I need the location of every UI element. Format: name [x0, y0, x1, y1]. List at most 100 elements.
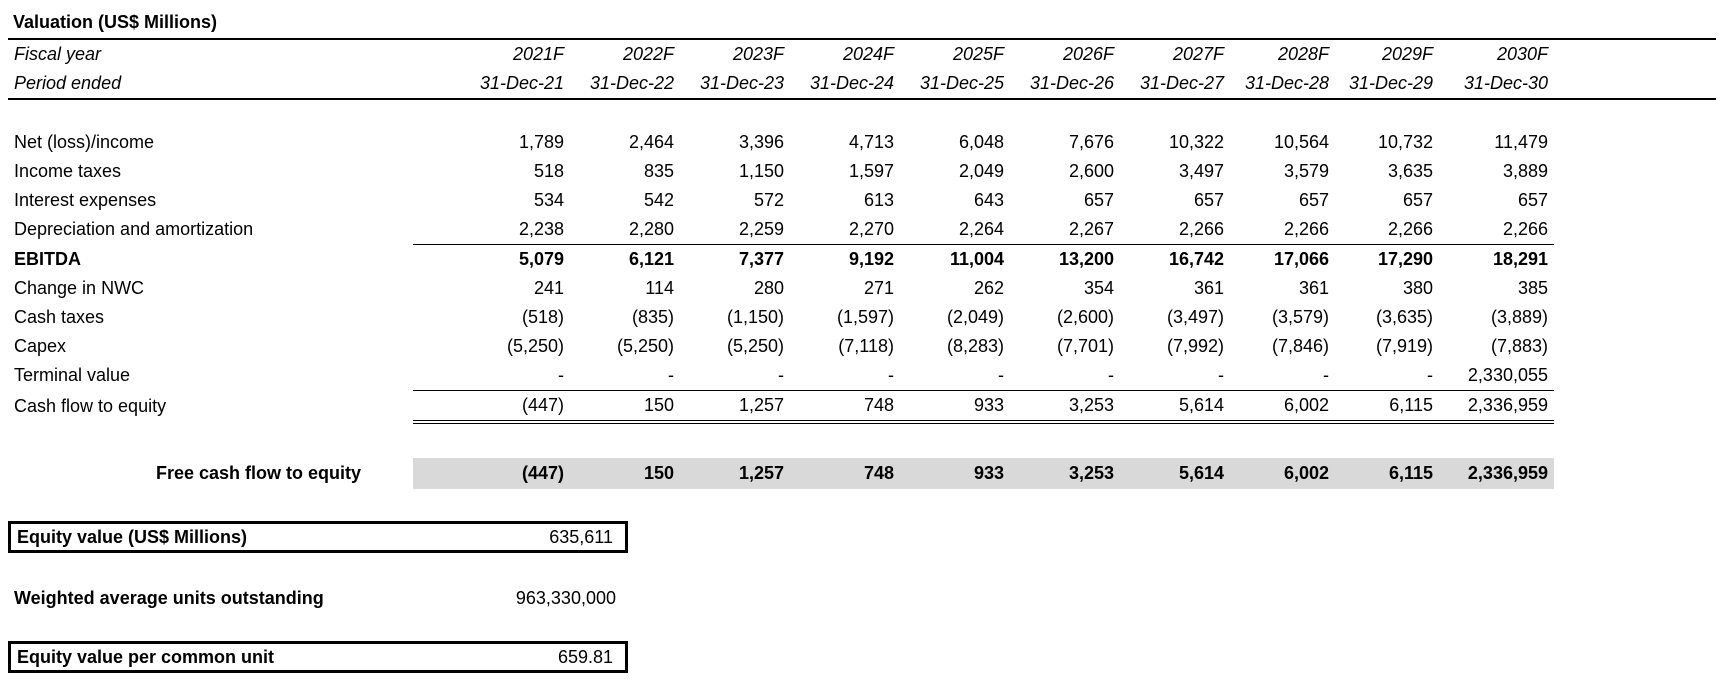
- cell-value: [1010, 98, 1120, 128]
- cash-taxes-row: Cash taxes (518) (835) (1,150) (1,597) (2,049…: [8, 303, 1554, 332]
- net-income-row: Net (loss)/income 1,789 2,464 3,396 4,713 6,0…: [8, 128, 1554, 157]
- cell-value: 2,600: [1068, 161, 1114, 181]
- cell-value: 2,330,055: [1467, 365, 1548, 385]
- cell-value: 1,597: [848, 161, 894, 181]
- fiscal-year-row: Fiscal year 2021F 2022F 2023F 2024F 2025F 2026…: [8, 40, 1554, 69]
- cell-value: 3,889: [1502, 161, 1548, 181]
- cell-value: 2,266: [1283, 219, 1329, 239]
- cell-value: 31-Dec-21: [479, 73, 564, 93]
- cell-value: [900, 98, 1010, 128]
- cell-value: 7,377: [680, 244, 790, 274]
- cell-value: -: [1218, 365, 1224, 385]
- cell-value: 11,004: [900, 244, 1010, 274]
- free-cash-flow-row: Free cash flow to equity (447) 150 1,257 748…: [8, 458, 1554, 489]
- cell-value: 2021F: [512, 44, 564, 64]
- units-label: Weighted average units outstanding: [14, 588, 324, 608]
- cell-value: 3,497: [1178, 161, 1224, 181]
- nwc-row: Change in NWC 241 114 280 271 262 354 361 361 380…: [8, 274, 1554, 303]
- cell-value: 6,115: [1335, 390, 1439, 424]
- cell-value: 380: [1402, 278, 1433, 298]
- cell-value: 657: [1402, 190, 1433, 210]
- cell-value: 31-Dec-26: [1029, 73, 1114, 93]
- row-label: Free cash flow to equity: [155, 463, 361, 483]
- cell-value: (3,497): [1166, 307, 1224, 327]
- cell-value: 1,789: [518, 132, 564, 152]
- cell-value: [1120, 98, 1230, 128]
- cell-value: 933: [900, 458, 1010, 489]
- income-taxes-row: Income taxes 518 835 1,150 1,597 2,049 2,600 3,…: [8, 157, 1554, 186]
- cell-value: (447): [413, 390, 570, 424]
- row-label: Change in NWC: [14, 278, 145, 298]
- row-label: Cash flow to equity: [14, 395, 167, 416]
- cell-value: 3,635: [1387, 161, 1433, 181]
- capex-row: Capex (5,250) (5,250) (5,250) (7,118) (8,283)…: [8, 332, 1554, 361]
- cell-value: 2028F: [1277, 44, 1329, 64]
- cell-value: 31-Dec-23: [699, 73, 784, 93]
- cell-value: [1335, 98, 1439, 128]
- cell-value: 6,002: [1230, 390, 1335, 424]
- cell-value: [1335, 422, 1439, 458]
- cell-value: 2027F: [1172, 44, 1224, 64]
- row-label: Depreciation and amortization: [14, 219, 254, 240]
- equity-value: 635,611: [549, 527, 613, 547]
- cell-value: 17,290: [1335, 244, 1439, 274]
- cell-value: 13,200: [1010, 244, 1120, 274]
- cell-value: 2,266: [1178, 219, 1224, 239]
- cell-value: 6,048: [958, 132, 1004, 152]
- interest-row: Interest expenses 534 542 572 613 643 657 657 65…: [8, 186, 1554, 215]
- cell-value: 2,270: [848, 219, 894, 239]
- cell-value: (7,846): [1271, 336, 1329, 356]
- valuation-table: Fiscal year 2021F 2022F 2023F 2024F 2025F 2026…: [8, 40, 1554, 489]
- cell-value: 2030F: [1496, 44, 1548, 64]
- cell-value: 5,614: [1120, 458, 1230, 489]
- cell-value: [413, 98, 570, 128]
- cell-value: [680, 98, 790, 128]
- cell-value: 6,002: [1230, 458, 1335, 489]
- row-label: Interest expenses: [14, 190, 157, 210]
- cell-value: 150: [570, 390, 680, 424]
- units-value: 963,330,000: [515, 588, 616, 608]
- cell-value: -: [1108, 365, 1114, 385]
- cell-value: 657: [1517, 190, 1548, 210]
- dep-amort-row: Depreciation and amortization 2,238 2,280 2…: [8, 215, 1554, 245]
- cell-value: 271: [863, 278, 894, 298]
- cell-value: 31-Dec-22: [589, 73, 674, 93]
- cell-value: 4,713: [848, 132, 894, 152]
- cell-value: 10,564: [1273, 132, 1329, 152]
- per-unit-label: Equity value per common unit: [17, 647, 275, 667]
- gap-row: [8, 422, 1554, 458]
- cell-value: -: [1427, 365, 1433, 385]
- cell-value: 280: [753, 278, 784, 298]
- spacer-row: [8, 98, 1554, 128]
- cell-value: 18,291: [1439, 244, 1554, 274]
- cell-value: 2,259: [738, 219, 784, 239]
- period-ended-row: Period ended 31-Dec-21 31-Dec-22 31-Dec-23 3…: [8, 69, 1554, 98]
- row-label: Fiscal year: [14, 44, 102, 64]
- cell-value: 5,079: [413, 244, 570, 274]
- cell-value: 3,579: [1283, 161, 1329, 181]
- cell-value: (2,600): [1056, 307, 1114, 327]
- terminal-value-row: Terminal value - - - - - - - - - 2,330,055: [8, 361, 1554, 391]
- cell-value: [680, 422, 790, 458]
- cell-value: 2,464: [628, 132, 674, 152]
- equity-value-box: Equity value (US$ Millions) 635,611: [8, 521, 628, 553]
- row-label: Cash taxes: [14, 307, 105, 327]
- cell-value: 31-Dec-27: [1139, 73, 1224, 93]
- row-label: Capex: [14, 336, 67, 356]
- cell-value: 31-Dec-24: [809, 73, 894, 93]
- cell-value: 2,266: [1502, 219, 1548, 239]
- cell-value: 2029F: [1381, 44, 1433, 64]
- ebitda-row: EBITDA 5,079 6,121 7,377 9,192 11,004 13,200 16…: [8, 244, 1554, 274]
- cell-value: 643: [973, 190, 1004, 210]
- cell-value: (3,635): [1375, 307, 1433, 327]
- cell-value: [1230, 98, 1335, 128]
- row-label: [8, 422, 413, 458]
- cell-value: (7,992): [1166, 336, 1224, 356]
- cell-value: [790, 422, 900, 458]
- cell-value: -: [998, 365, 1004, 385]
- cell-value: 31-Dec-30: [1463, 73, 1548, 93]
- cell-value: 518: [533, 161, 564, 181]
- cell-value: 262: [973, 278, 1004, 298]
- cell-value: 748: [790, 458, 900, 489]
- cell-value: 2,238: [518, 219, 564, 239]
